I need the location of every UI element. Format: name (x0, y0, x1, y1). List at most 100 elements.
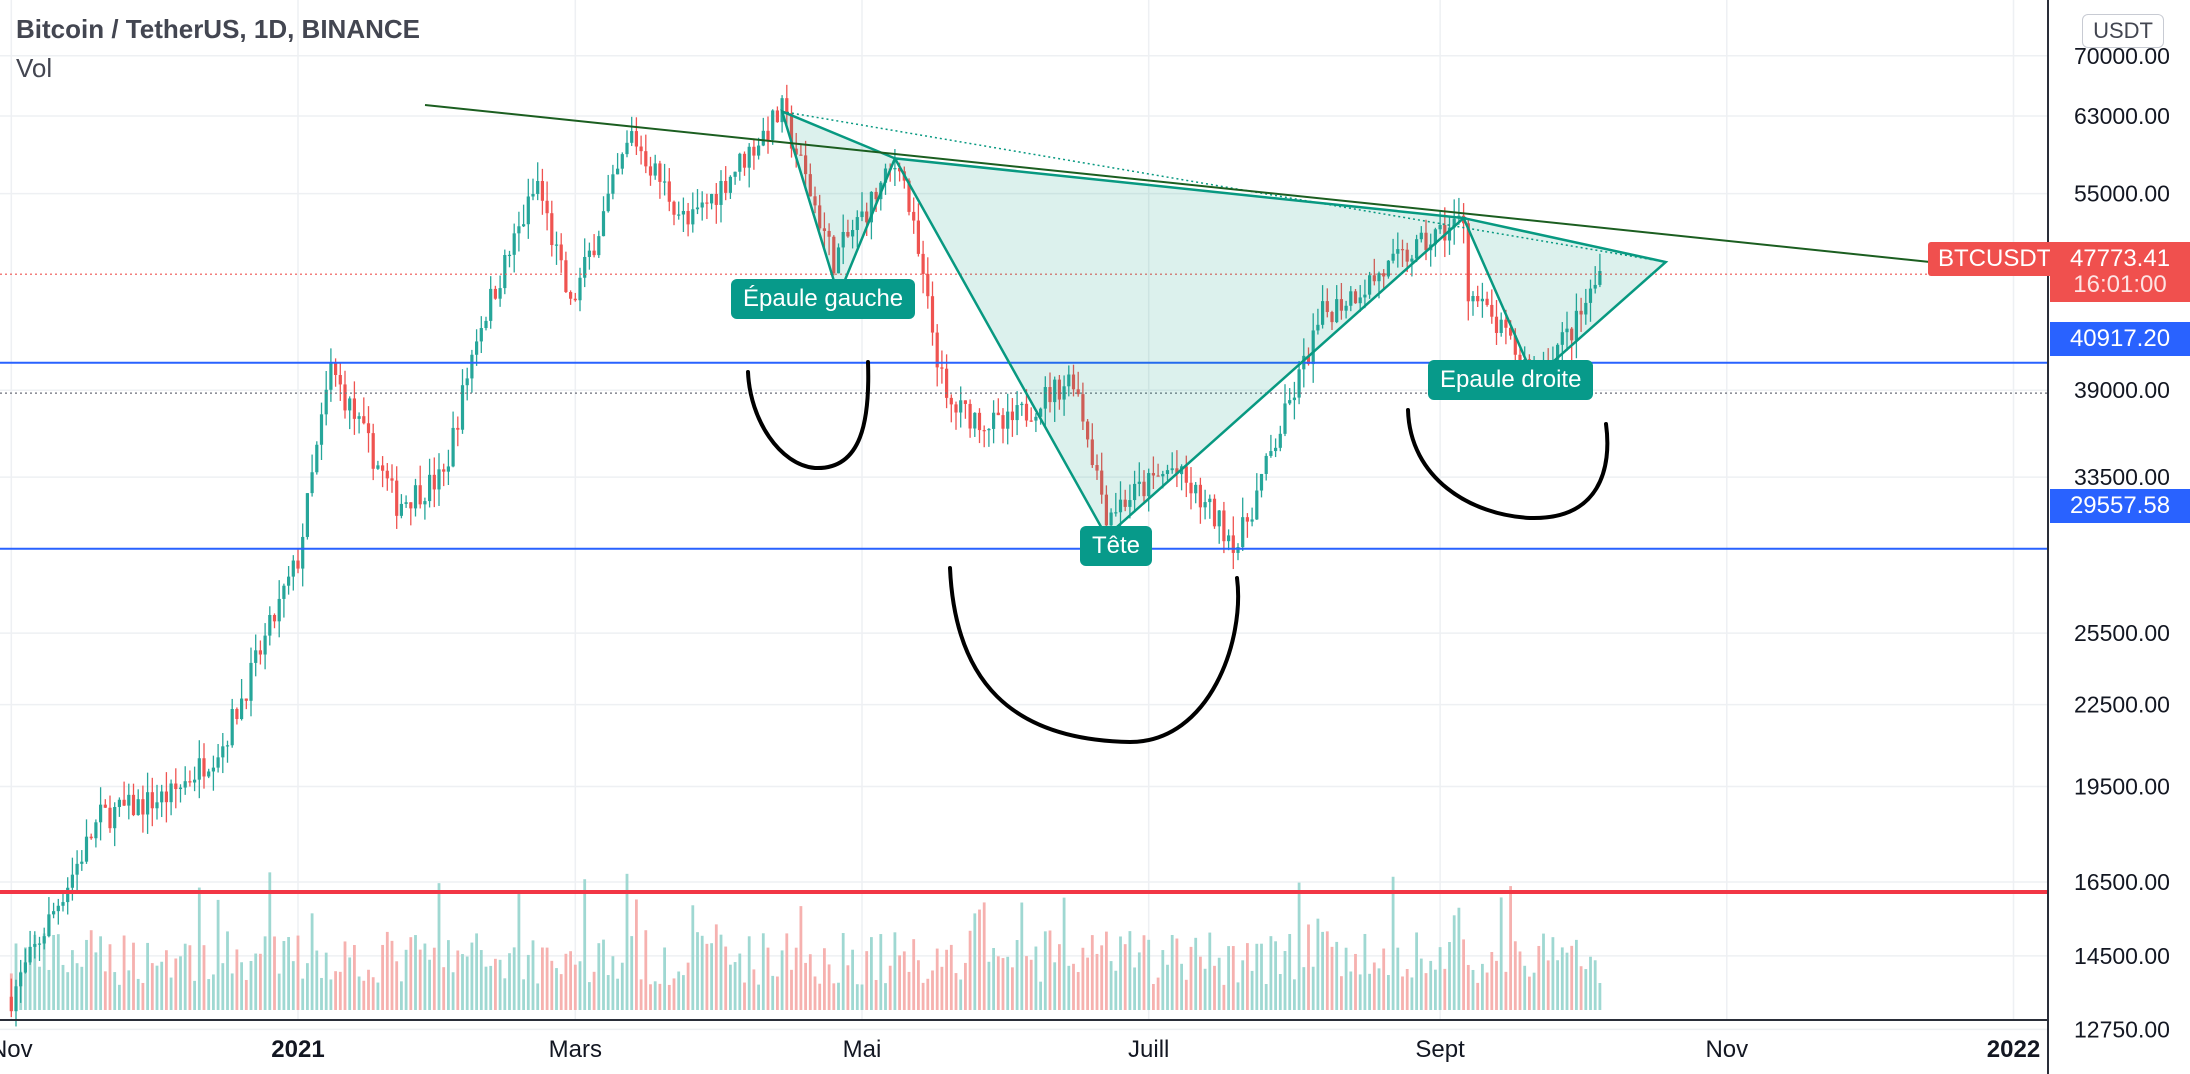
volume-bar (61, 964, 65, 1010)
volume-bar (1387, 974, 1390, 1010)
candle-body (536, 181, 540, 194)
volume-bar (649, 984, 652, 1010)
candle-body (291, 560, 295, 577)
price-tick-label: 14500.00 (2074, 943, 2170, 969)
candle-body (804, 155, 808, 175)
candle-body (648, 166, 653, 176)
volume-bar (103, 971, 107, 1010)
volume-bar (432, 947, 436, 1010)
candle-body (658, 163, 662, 182)
volume-bar (132, 942, 135, 1010)
candle-body (719, 180, 723, 205)
volume-bar (414, 935, 417, 1010)
volume-bar (921, 982, 925, 1010)
volume-bar (479, 950, 483, 1010)
candle-body (1010, 411, 1014, 421)
candle-body (752, 146, 756, 156)
price-tick-label: 63000.00 (2074, 103, 2170, 129)
candle-body (1133, 483, 1137, 501)
candle-body (644, 151, 648, 167)
candle-body (1227, 535, 1231, 542)
candle-body (1053, 379, 1057, 403)
volume-bar (1579, 966, 1583, 1010)
candle-body (996, 412, 1000, 416)
volume-bar (700, 935, 704, 1010)
volume-bar (1011, 967, 1014, 1010)
candle-body (235, 709, 239, 720)
candle-body (963, 400, 967, 404)
volume-bar (1523, 965, 1527, 1010)
volume-bar (1485, 972, 1489, 1010)
volume-bar (1316, 918, 1320, 1010)
volume-bar (240, 962, 243, 1010)
volume-bar (710, 943, 713, 1010)
volume-bar (1401, 976, 1404, 1010)
volume-bar (982, 902, 986, 1010)
candle-body (216, 757, 220, 768)
volume-bar (573, 964, 577, 1010)
volume-bar (465, 956, 469, 1010)
volume-bar (329, 979, 333, 1010)
time-tick-label: 2022 (1987, 1036, 2040, 1063)
volume-bar (1354, 953, 1357, 1010)
candle-body (1584, 302, 1588, 315)
volume-bar (1321, 931, 1324, 1010)
volume-bar (1194, 937, 1198, 1010)
volume-bar (71, 950, 74, 1010)
candle-body (89, 836, 93, 839)
candle-body (1203, 502, 1207, 508)
candle-body (1071, 374, 1076, 390)
volume-bar (1100, 945, 1104, 1010)
volume-bar (1344, 947, 1348, 1010)
volume-bar (578, 961, 582, 1010)
volume-bar (766, 947, 770, 1010)
volume-bar (1058, 944, 1061, 1010)
candle-body (677, 214, 681, 216)
volume-bar (1250, 970, 1254, 1010)
candle-body (982, 430, 986, 432)
candle-body (315, 444, 319, 473)
volume-bar (931, 970, 934, 1010)
volume-bar (259, 953, 262, 1010)
candle-body (197, 758, 201, 780)
volume-bar (870, 937, 873, 1010)
volume-bar (672, 978, 676, 1010)
volume-bar (1452, 915, 1456, 1010)
candle-body (1039, 408, 1043, 417)
candle-body (1156, 475, 1160, 477)
symbol-title[interactable]: Bitcoin / TetherUS, 1D, BINANCE (16, 14, 421, 44)
candle-body (409, 502, 413, 509)
currency-button[interactable]: USDT (2082, 14, 2164, 48)
volume-bar (799, 906, 803, 1010)
candle-body (324, 389, 328, 415)
volume-bar (99, 936, 102, 1010)
volume-bar (202, 945, 206, 1010)
time-tick-label: Mai (843, 1036, 882, 1063)
volume-bar (1236, 982, 1240, 1010)
candle-body (785, 98, 789, 114)
volume-bar (1034, 946, 1038, 1010)
volume-bar (268, 872, 272, 1010)
volume-bar (747, 936, 751, 1010)
candle-body (860, 211, 864, 218)
volume-bar (263, 936, 267, 1010)
volume-indicator-label[interactable]: Vol (16, 53, 53, 83)
candle-body (1565, 328, 1569, 333)
volume-bar (1443, 968, 1447, 1010)
candle-body (1490, 304, 1494, 317)
chart-legend: Bitcoin / TetherUS, 1D, BINANCE Vol (16, 14, 420, 84)
candle-body (1509, 327, 1513, 336)
candle-body (1410, 258, 1414, 262)
volume-bar (1325, 931, 1329, 1010)
volume-bar (1217, 957, 1221, 1010)
candle-body (1189, 482, 1193, 494)
volume-bar (559, 974, 563, 1010)
volume-bar (338, 971, 342, 1010)
volume-bar (367, 969, 370, 1010)
candle-body (1236, 547, 1240, 553)
candle-body (1480, 298, 1484, 302)
candle-body (578, 277, 582, 301)
price-tick-label: 55000.00 (2074, 181, 2170, 207)
candle-body (818, 205, 822, 229)
